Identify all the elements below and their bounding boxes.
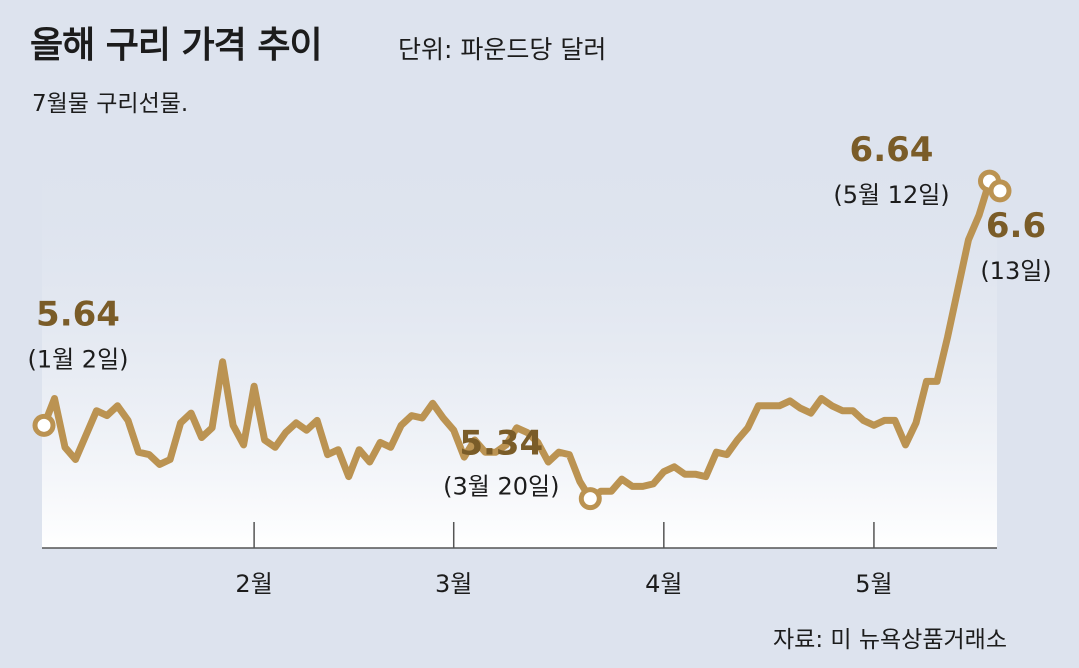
copper-price-line <box>40 177 1004 503</box>
annotation-date: (3월 20일) <box>443 473 559 501</box>
chart-title: 올해 구리 가격 추이 <box>30 25 323 66</box>
point-marker <box>578 487 602 511</box>
annotation-value: 5.34 <box>459 424 543 464</box>
x-tick-label: 3월 <box>435 570 472 598</box>
point-marker <box>32 413 56 437</box>
point-markers <box>32 169 1012 511</box>
x-tick-label: 5월 <box>855 570 892 598</box>
unit-label: 단위: 파운드당 달러 <box>398 35 607 64</box>
plot-area <box>42 140 997 548</box>
annotation-value: 6.6 <box>986 206 1046 246</box>
source-label: 자료: 미 뉴욕상품거래소 <box>773 627 1007 653</box>
annotations: 5.64 (1월 2일) 5.34 (3월 20일) 6.64 (5월 12일) 6.6 (1… <box>27 130 1051 501</box>
x-tick-label: 4월 <box>645 570 682 598</box>
annotation-date: (13일) <box>980 257 1051 285</box>
annotation-value: 6.64 <box>850 130 934 170</box>
annotation-date: (1월 2일) <box>27 345 128 373</box>
x-ticks: 2월 3월 4월 5월 <box>235 522 893 598</box>
annotation-date: (5월 12일) <box>833 181 949 209</box>
x-tick-label: 2월 <box>235 570 272 598</box>
point-marker <box>988 179 1012 203</box>
annotation-value: 5.64 <box>36 294 120 334</box>
chart-subtitle: 7월물 구리선물. <box>32 91 189 117</box>
